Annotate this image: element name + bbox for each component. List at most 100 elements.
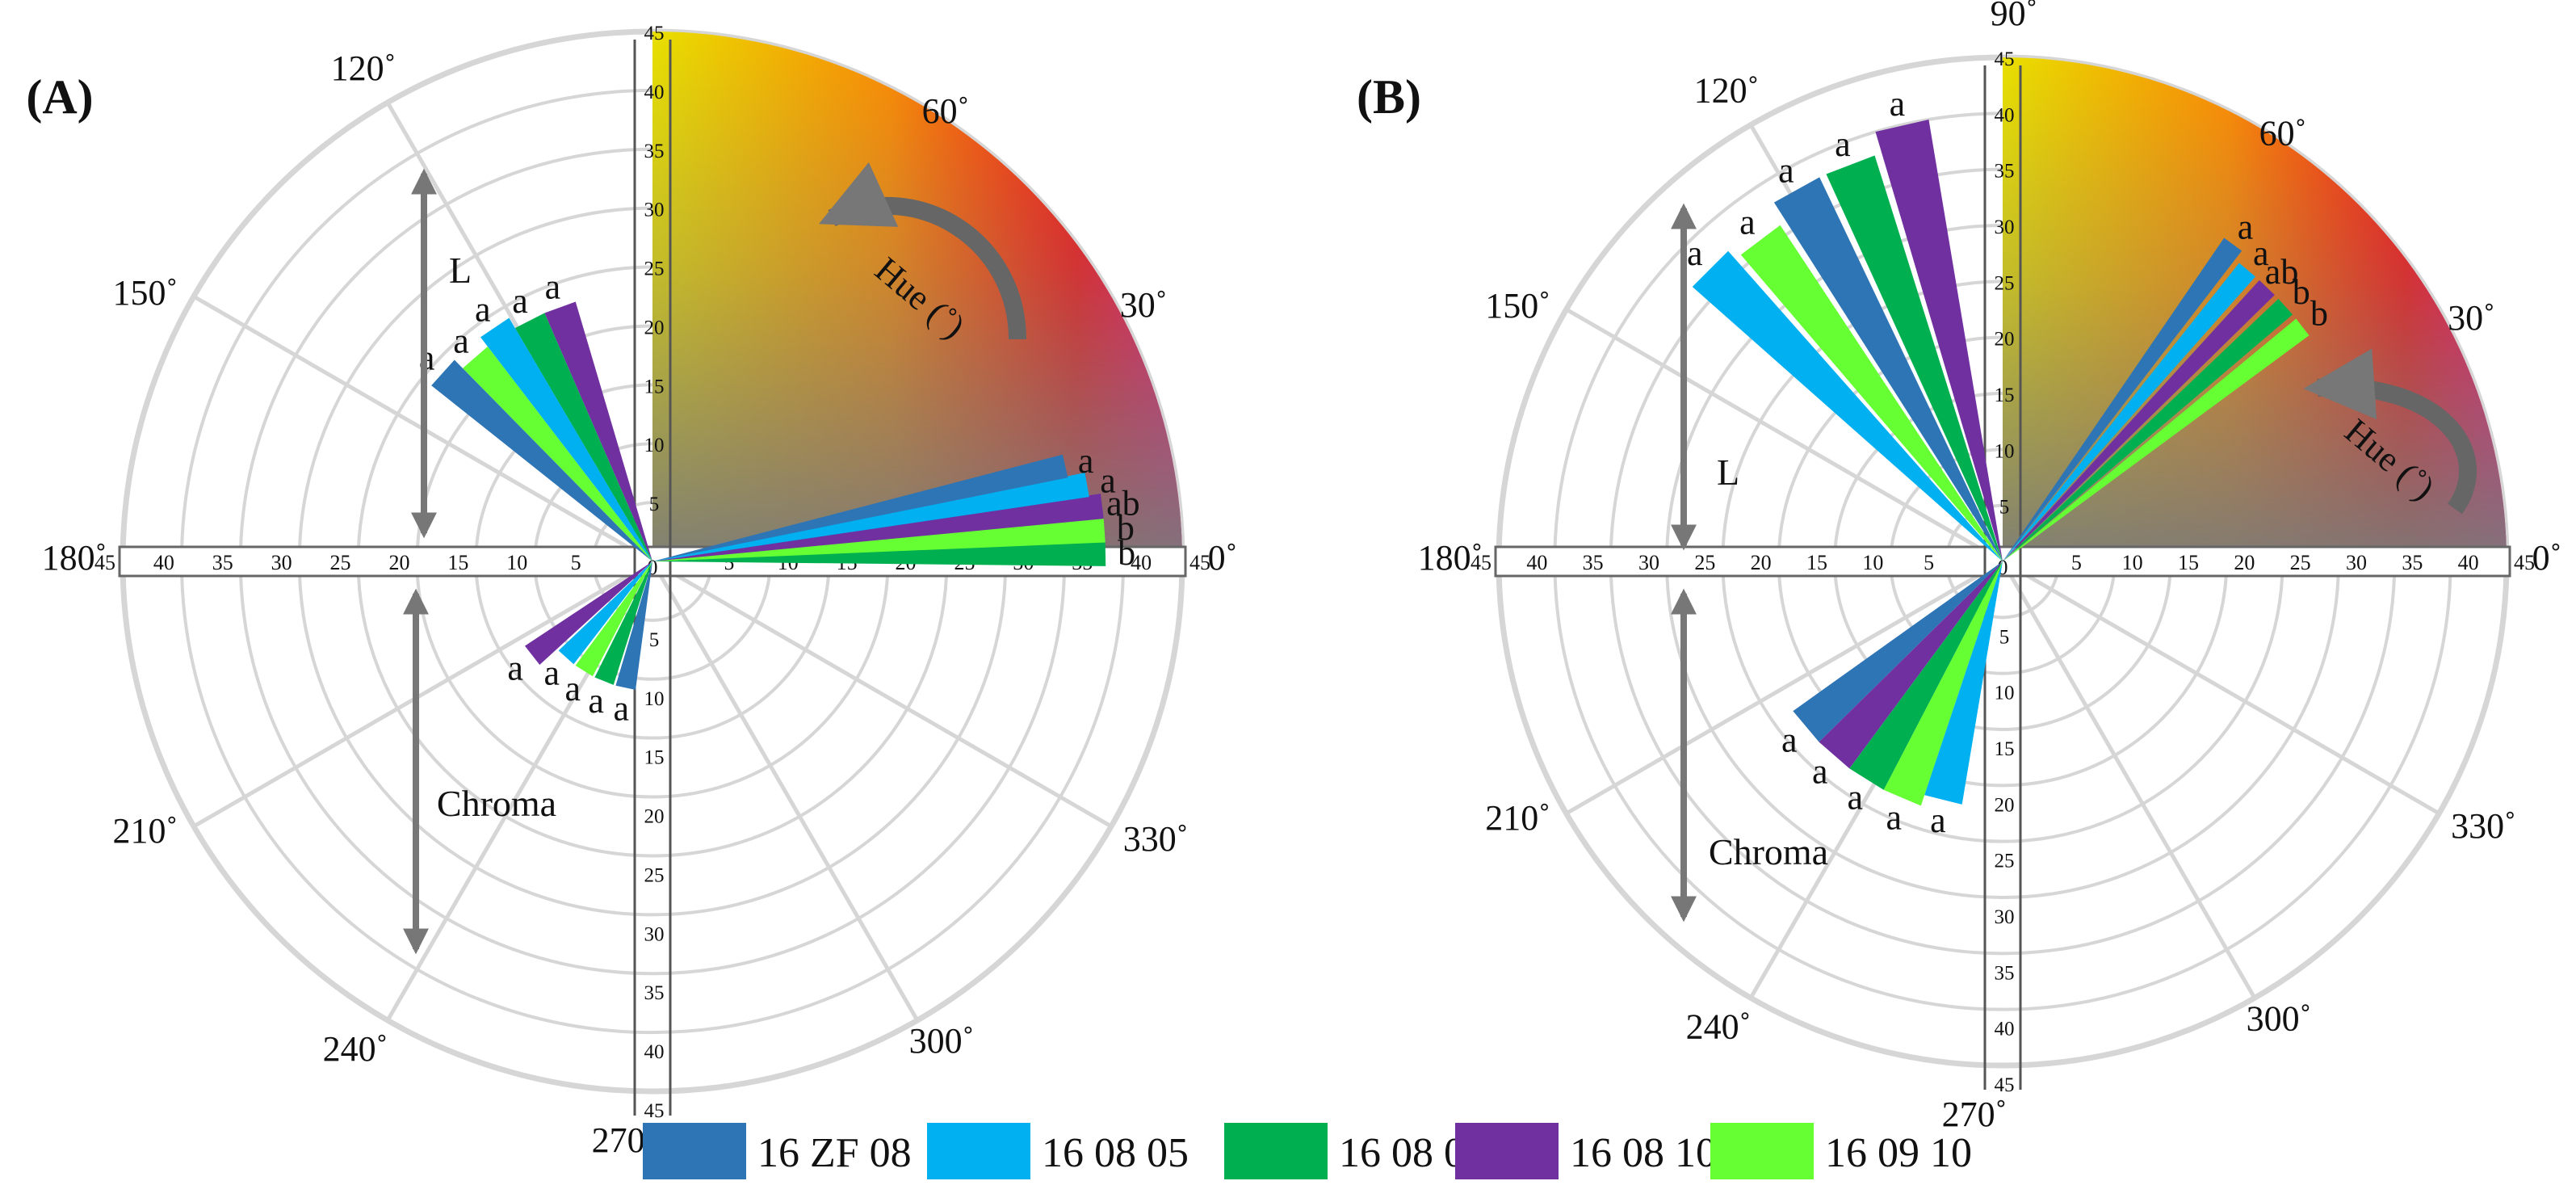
chroma-wedge	[524, 561, 652, 666]
grid-spoke	[2000, 560, 2257, 999]
angle-label-90: 90˚	[640, 0, 688, 7]
tick-label-y-down: 10	[1995, 683, 2015, 704]
chroma-letter: a	[507, 649, 523, 688]
tick-label-y-up: 40	[644, 82, 665, 103]
lightness-wedge	[1875, 119, 2003, 561]
hue-wedge	[652, 540, 1106, 566]
hue-letter: ab	[2265, 252, 2299, 292]
lightness-letter: a	[545, 267, 561, 306]
tick-label-x-left: 30	[271, 551, 292, 574]
legend-label: 16 08 05	[1042, 1130, 1189, 1176]
tick-label-y-down: 10	[644, 688, 665, 710]
angle-label-240: 240˚	[1686, 1007, 1752, 1046]
angle-label-150: 150˚	[1485, 286, 1550, 326]
tick-label-y-up: 45	[1995, 48, 2015, 70]
tick-label-y-down: 45	[644, 1100, 665, 1122]
lightness-axis-name: L	[449, 250, 472, 291]
hue-letter: b	[1118, 533, 1135, 573]
angle-label-210: 210˚	[1485, 798, 1550, 838]
tick-label-y-down: 35	[644, 982, 665, 1004]
hue-letter: b	[2293, 272, 2310, 312]
tick-label-y-up: 45	[644, 23, 665, 44]
tick-label-y-down: 45	[1995, 1074, 2015, 1096]
chroma-wedge	[1849, 561, 2003, 790]
angle-label-0: 0˚	[1208, 538, 1238, 578]
lightness-wedge	[514, 313, 652, 561]
angle-label-120: 120˚	[1694, 71, 1760, 111]
tick-label-y-up: 5	[1999, 497, 2010, 519]
tick-label-y-down: 30	[1995, 906, 2015, 928]
angle-label-180: 180˚	[42, 538, 107, 578]
lightness-axis-name: L	[1717, 452, 1739, 493]
tick-label-y-down: 20	[644, 806, 665, 828]
tick-label-y-down: 5	[649, 629, 660, 651]
chroma-wedge	[1793, 561, 2003, 742]
hue-letter: a	[1078, 441, 1094, 481]
tick-label-y-up: 10	[1995, 440, 2015, 462]
angle-label-270: 270˚	[1942, 1095, 2008, 1134]
hue-wedge	[2003, 318, 2310, 561]
chroma-wedge	[1924, 561, 2003, 805]
hue-wedge	[2003, 298, 2293, 561]
tick-label-x-left: 5	[571, 551, 581, 574]
tick-label-x-left: 40	[1526, 551, 1547, 574]
tick-label-y-up: 25	[644, 258, 665, 280]
tick-label-x-right: 40	[1131, 551, 1152, 574]
panel-label: (B)	[1357, 70, 1421, 124]
tick-label-x-right: 15	[2178, 551, 2199, 574]
chroma-letter: a	[544, 653, 560, 692]
tick-label-x-right: 30	[2346, 551, 2367, 574]
tick-label-y-down: 25	[644, 864, 665, 886]
angle-label-150: 150˚	[113, 273, 178, 313]
angle-label-60: 60˚	[922, 91, 970, 131]
tick-label-x-left: 35	[1583, 551, 1604, 574]
tick-label-y-down: 25	[1995, 851, 2015, 872]
tick-label-x-right: 35	[2402, 551, 2423, 574]
hue-wedge	[652, 454, 1068, 561]
tick-label-x-left: 20	[1751, 551, 1772, 574]
tick-label-x-right: 45	[2514, 551, 2535, 574]
angle-label-120: 120˚	[331, 48, 396, 88]
angle-label-90: 90˚	[1991, 0, 2038, 33]
chroma-wedge	[575, 561, 652, 677]
hue-letter: ab	[1106, 483, 1140, 523]
grid-spoke	[2001, 559, 2440, 816]
panel-b: 0 555510101010151515152020202025252525303…	[1357, 0, 2561, 1134]
tick-label-x-left: 45	[94, 551, 115, 574]
hue-letter: b	[1117, 508, 1135, 548]
angle-label-330: 330˚	[2451, 806, 2516, 846]
panel-label: (A)	[26, 70, 93, 124]
lightness-letter: a	[453, 321, 469, 360]
tick-label-x-left: 15	[1806, 551, 1827, 574]
chroma-wedge	[558, 561, 652, 665]
hue-letter: b	[2310, 294, 2328, 334]
tick-label-y-up: 20	[644, 317, 665, 338]
grid-spoke	[651, 559, 1113, 829]
chroma-letter: a	[588, 681, 604, 721]
hue-letter: a	[1100, 461, 1116, 501]
tick-label-x-right: 5	[2071, 551, 2082, 574]
lightness-wedge	[1773, 177, 2003, 562]
lightness-letter: a	[1739, 203, 1756, 242]
angle-label-0: 0˚	[2532, 538, 2562, 578]
tick-label-x-left: 25	[330, 551, 351, 574]
legend: 16 ZF 08 16 08 05 16 08 09 16 08 10 16 09 10	[643, 1123, 1972, 1179]
chroma-axis-name: Chroma	[1709, 831, 1828, 872]
tick-label-y-up: 35	[1995, 161, 2015, 183]
chroma-letter: a	[1886, 798, 1902, 838]
angle-label-30: 30˚	[1120, 285, 1168, 325]
angle-label-240: 240˚	[323, 1029, 388, 1069]
grid-spoke	[1565, 307, 2004, 564]
chroma-letter: a	[613, 688, 629, 728]
tick-label-y-up: 35	[644, 141, 665, 162]
lightness-wedge	[1740, 225, 2003, 561]
tick-label-y-down: 5	[1999, 626, 2010, 648]
tick-label-x-right: 45	[1189, 551, 1210, 574]
lightness-letter: a	[1835, 124, 1851, 164]
angle-label-60: 60˚	[2259, 114, 2307, 153]
tick-label-y-up: 25	[1995, 272, 2015, 294]
angle-label-30: 30˚	[2448, 298, 2495, 338]
tick-label-x-left: 10	[506, 551, 527, 574]
chroma-wedge	[615, 561, 652, 690]
